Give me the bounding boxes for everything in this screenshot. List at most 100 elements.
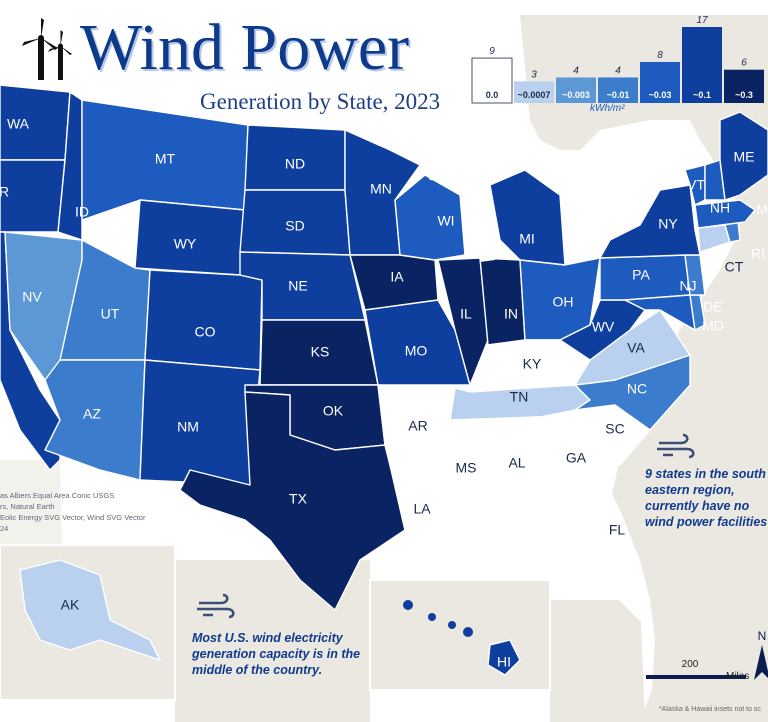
source-area	[0, 460, 62, 545]
annotation-middle: Most U.S. wind electricity generation ca…	[192, 631, 361, 677]
alaska-inset-frame	[0, 544, 176, 701]
inset-note: *Alaska & Hawaii insets not to sc	[659, 706, 761, 713]
state-md[interactable]	[624, 294, 696, 331]
state-label-ut: UT	[101, 306, 120, 322]
hawaii-inset-frame	[369, 579, 551, 691]
legend-bar	[471, 57, 513, 104]
state-nm[interactable]	[139, 359, 261, 486]
legend-bar	[514, 81, 554, 103]
legend-label: ~0.03	[649, 90, 672, 100]
page-subtitle: Generation by State, 2023	[200, 89, 441, 114]
legend-label: ~0.1	[693, 90, 711, 100]
state-id[interactable]	[57, 91, 83, 241]
sources-text: as Albers Equal Area Conic USGS rs, Natu…	[0, 490, 145, 534]
legend-count: 17	[696, 15, 708, 26]
state-label-ga: GA	[566, 450, 587, 466]
hawaii-islands	[403, 600, 473, 637]
state-label-fl: FL	[609, 522, 626, 538]
state-me[interactable]	[719, 111, 768, 201]
scale-bar-value: 200	[682, 659, 699, 670]
legend-label: ~0.3	[735, 90, 753, 100]
states-layer	[0, 84, 768, 676]
state-or[interactable]	[0, 159, 66, 233]
north-label: N	[758, 629, 767, 643]
state-label-sd: SD	[285, 218, 304, 234]
state-label-ok: OK	[323, 403, 344, 419]
source-line: 24	[0, 524, 9, 533]
state-label-ne: NE	[288, 278, 307, 294]
state-label-wi: WI	[437, 213, 454, 229]
state-mi[interactable]	[489, 169, 566, 266]
legend-bar	[598, 77, 638, 103]
state-label-nm: NM	[177, 419, 199, 435]
wind-turbine-icon	[22, 18, 72, 80]
state-label-mn: MN	[370, 181, 392, 197]
page-title: Wind Power	[80, 11, 410, 84]
island-maui	[463, 627, 473, 637]
state-ia[interactable]	[349, 254, 439, 311]
state-label-la: LA	[413, 501, 431, 517]
state-label-ak: AK	[61, 597, 80, 613]
lake-superior	[420, 165, 480, 185]
state-fl[interactable]	[504, 494, 651, 621]
legend-bar	[724, 69, 764, 103]
hawaii-inset-bg	[370, 580, 550, 690]
state-label-ks: KS	[311, 344, 330, 360]
state-label-ri: RI	[751, 246, 765, 262]
state-label-vt: VT	[687, 177, 705, 193]
state-label-nd: ND	[285, 156, 305, 172]
state-label-al: AL	[508, 455, 525, 471]
state-ct[interactable]	[697, 224, 731, 253]
state-label-de: DE	[703, 299, 722, 315]
legend-label: ~0.01	[607, 90, 630, 100]
state-tx[interactable]	[179, 391, 406, 611]
state-ak[interactable]	[19, 559, 161, 661]
state-label-hi: HI	[497, 654, 511, 670]
state-label-ia: IA	[390, 269, 404, 285]
caribbean-land	[550, 600, 645, 722]
state-wi[interactable]	[394, 174, 466, 261]
state-label-wa: WA	[7, 116, 30, 132]
legend-count: 3	[531, 69, 537, 80]
legend-count: 8	[657, 50, 663, 61]
state-il[interactable]	[437, 257, 489, 386]
state-label-nj: NJ	[679, 278, 696, 294]
state-ma[interactable]	[694, 199, 756, 229]
annotation-southeast: 9 states in the south eastern region, cu…	[645, 467, 768, 529]
legend-unit: kWh/m²	[590, 103, 625, 114]
great-lakes	[420, 165, 605, 265]
state-co[interactable]	[144, 269, 263, 371]
state-label-id: ID	[75, 204, 89, 220]
legend-count: 4	[573, 65, 579, 76]
state-labels: WA R ID NV MT WY UT AZ CO NM ND SD NE KS…	[0, 116, 768, 670]
legend: 9 0.0 3 ~0.0007 4 ~0.003 4 ~0.01 8 ~0.03 17 ~0.1 6 ~0…	[471, 15, 764, 104]
state-hi[interactable]	[487, 639, 521, 676]
state-va[interactable]	[574, 309, 691, 386]
state-label-or: R	[0, 184, 9, 200]
legend-count: 6	[741, 58, 747, 69]
lake-michigan	[470, 200, 495, 262]
wind-icon	[197, 593, 235, 619]
wind-icon	[657, 433, 695, 459]
state-label-in: IN	[504, 306, 518, 322]
state-label-mt: MT	[155, 151, 176, 167]
state-ny[interactable]	[599, 184, 701, 259]
legend-count: 9	[489, 46, 495, 57]
scale-bar: 200 Miles	[646, 659, 749, 682]
state-label-wv: WV	[592, 319, 615, 335]
legend-label: 0.0	[486, 90, 499, 100]
state-label-sc: SC	[605, 421, 624, 437]
legend-label: ~0.0007	[518, 90, 551, 100]
state-label-co: CO	[195, 324, 216, 340]
state-label-me: ME	[734, 149, 755, 165]
source-line: as Albers Equal Area Conic USGS	[0, 491, 115, 500]
state-vt[interactable]	[684, 164, 706, 206]
state-ga[interactable]	[534, 409, 621, 501]
scale-bar-line	[646, 675, 746, 679]
state-al[interactable]	[494, 417, 551, 506]
state-label-ma: M	[756, 202, 768, 218]
state-in[interactable]	[479, 257, 526, 346]
state-label-nh: NH	[710, 200, 730, 216]
